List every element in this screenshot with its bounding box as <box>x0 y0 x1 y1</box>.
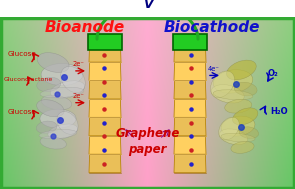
Ellipse shape <box>37 53 69 72</box>
Polygon shape <box>89 81 121 99</box>
Text: O₂: O₂ <box>268 69 279 78</box>
Polygon shape <box>89 154 121 173</box>
Circle shape <box>137 0 158 15</box>
Polygon shape <box>89 99 121 117</box>
Ellipse shape <box>37 100 64 117</box>
Ellipse shape <box>221 133 255 142</box>
Text: Glucose: Glucose <box>8 109 37 115</box>
Ellipse shape <box>50 81 85 98</box>
Ellipse shape <box>36 121 57 133</box>
Polygon shape <box>174 81 206 99</box>
Ellipse shape <box>225 99 252 113</box>
Ellipse shape <box>61 66 85 93</box>
Polygon shape <box>174 136 206 154</box>
Text: Graphene
paper: Graphene paper <box>115 127 180 156</box>
Ellipse shape <box>219 129 248 145</box>
Text: 2e⁻: 2e⁻ <box>73 61 85 67</box>
Text: 4e⁻: 4e⁻ <box>208 66 220 72</box>
Text: Bioanode: Bioanode <box>45 20 125 35</box>
Ellipse shape <box>219 117 239 140</box>
Ellipse shape <box>37 77 61 92</box>
Ellipse shape <box>232 108 258 125</box>
Polygon shape <box>174 154 206 173</box>
Text: Gluconolactone: Gluconolactone <box>4 77 53 82</box>
Text: H₂O: H₂O <box>270 107 288 116</box>
Polygon shape <box>89 117 121 136</box>
Ellipse shape <box>231 141 254 153</box>
Ellipse shape <box>39 130 77 139</box>
Polygon shape <box>89 62 121 81</box>
Ellipse shape <box>221 116 255 136</box>
Ellipse shape <box>40 136 66 149</box>
Ellipse shape <box>48 124 78 139</box>
Text: V: V <box>143 0 152 11</box>
Ellipse shape <box>211 85 244 103</box>
Ellipse shape <box>40 109 76 128</box>
Ellipse shape <box>213 70 253 93</box>
Ellipse shape <box>41 95 72 110</box>
Text: 2e⁻: 2e⁻ <box>73 93 85 99</box>
Ellipse shape <box>239 127 259 139</box>
Polygon shape <box>174 62 206 81</box>
Polygon shape <box>89 136 121 154</box>
Ellipse shape <box>234 82 257 96</box>
Ellipse shape <box>41 64 83 85</box>
Ellipse shape <box>40 87 84 98</box>
Ellipse shape <box>227 60 256 80</box>
Text: Biocathode: Biocathode <box>164 20 260 35</box>
Polygon shape <box>89 44 121 62</box>
FancyBboxPatch shape <box>173 34 207 50</box>
Polygon shape <box>174 44 206 62</box>
Ellipse shape <box>57 112 78 134</box>
Polygon shape <box>174 117 206 136</box>
Ellipse shape <box>213 90 253 100</box>
Ellipse shape <box>210 71 235 98</box>
Polygon shape <box>174 99 206 117</box>
FancyBboxPatch shape <box>88 34 122 50</box>
Text: Glucose: Glucose <box>8 51 37 57</box>
